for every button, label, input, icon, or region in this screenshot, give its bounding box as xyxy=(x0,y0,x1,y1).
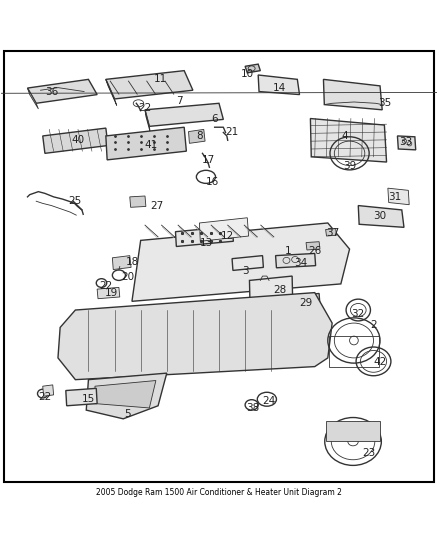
Polygon shape xyxy=(97,287,120,298)
Text: 41: 41 xyxy=(145,140,158,150)
Text: 31: 31 xyxy=(389,192,402,202)
Polygon shape xyxy=(132,223,350,301)
Text: 15: 15 xyxy=(82,394,95,404)
Polygon shape xyxy=(58,293,332,379)
Polygon shape xyxy=(311,118,387,162)
Text: 33: 33 xyxy=(399,138,413,148)
Text: 1: 1 xyxy=(284,246,291,256)
Polygon shape xyxy=(43,385,53,396)
Text: 18: 18 xyxy=(125,257,138,267)
Polygon shape xyxy=(245,64,260,73)
Polygon shape xyxy=(250,276,293,319)
Polygon shape xyxy=(176,227,233,246)
Text: 37: 37 xyxy=(326,228,339,238)
Text: 39: 39 xyxy=(343,161,356,172)
Text: 40: 40 xyxy=(71,135,84,146)
Polygon shape xyxy=(28,88,39,109)
Text: 42: 42 xyxy=(374,357,387,367)
Text: 12: 12 xyxy=(221,231,234,241)
Text: 20: 20 xyxy=(121,272,134,282)
Text: 22: 22 xyxy=(38,392,52,402)
Polygon shape xyxy=(276,254,316,268)
Text: 6: 6 xyxy=(212,114,218,124)
Text: 22: 22 xyxy=(99,281,113,291)
Text: 8: 8 xyxy=(196,131,203,141)
Text: 34: 34 xyxy=(294,258,307,268)
Polygon shape xyxy=(323,79,382,110)
Text: 35: 35 xyxy=(378,98,391,108)
Text: 23: 23 xyxy=(363,448,376,458)
Polygon shape xyxy=(271,294,321,317)
Polygon shape xyxy=(43,128,108,154)
Text: 14: 14 xyxy=(273,83,286,93)
Polygon shape xyxy=(388,188,409,205)
Text: 25: 25 xyxy=(68,196,81,206)
Polygon shape xyxy=(199,218,249,241)
Text: 26: 26 xyxy=(308,246,321,256)
Text: 22: 22 xyxy=(138,103,152,112)
Polygon shape xyxy=(232,256,263,270)
Polygon shape xyxy=(95,381,156,408)
Text: 13: 13 xyxy=(199,238,212,247)
Polygon shape xyxy=(106,71,193,99)
Polygon shape xyxy=(106,79,117,106)
Text: 2005 Dodge Ram 1500 Air Conditioner & Heater Unit Diagram 2: 2005 Dodge Ram 1500 Air Conditioner & He… xyxy=(96,488,342,497)
Polygon shape xyxy=(358,206,404,228)
Polygon shape xyxy=(325,421,380,441)
Text: 36: 36 xyxy=(45,87,58,98)
Polygon shape xyxy=(106,127,186,160)
Polygon shape xyxy=(188,130,205,143)
Text: 30: 30 xyxy=(374,212,387,221)
Text: 2: 2 xyxy=(370,320,377,330)
Polygon shape xyxy=(113,256,131,270)
Polygon shape xyxy=(66,389,97,406)
Polygon shape xyxy=(397,136,416,150)
Text: 3: 3 xyxy=(242,266,248,276)
Polygon shape xyxy=(145,110,150,133)
Text: 32: 32 xyxy=(352,309,365,319)
Text: 7: 7 xyxy=(177,96,183,106)
Text: 11: 11 xyxy=(154,75,167,84)
Polygon shape xyxy=(306,241,320,250)
Text: 10: 10 xyxy=(241,69,254,79)
Text: 29: 29 xyxy=(300,298,313,309)
Text: 19: 19 xyxy=(104,288,118,297)
Polygon shape xyxy=(86,373,167,419)
Text: 5: 5 xyxy=(124,409,131,419)
Text: 28: 28 xyxy=(273,286,286,295)
Polygon shape xyxy=(325,229,336,236)
Polygon shape xyxy=(28,79,97,103)
Text: 17: 17 xyxy=(202,155,215,165)
Text: 24: 24 xyxy=(262,397,276,407)
Text: 16: 16 xyxy=(206,176,219,187)
Text: 38: 38 xyxy=(246,403,260,413)
Text: 4: 4 xyxy=(342,131,349,141)
Polygon shape xyxy=(130,196,146,207)
Text: 27: 27 xyxy=(151,200,164,211)
Polygon shape xyxy=(145,103,223,126)
Text: 21: 21 xyxy=(226,126,239,136)
Polygon shape xyxy=(258,75,300,94)
